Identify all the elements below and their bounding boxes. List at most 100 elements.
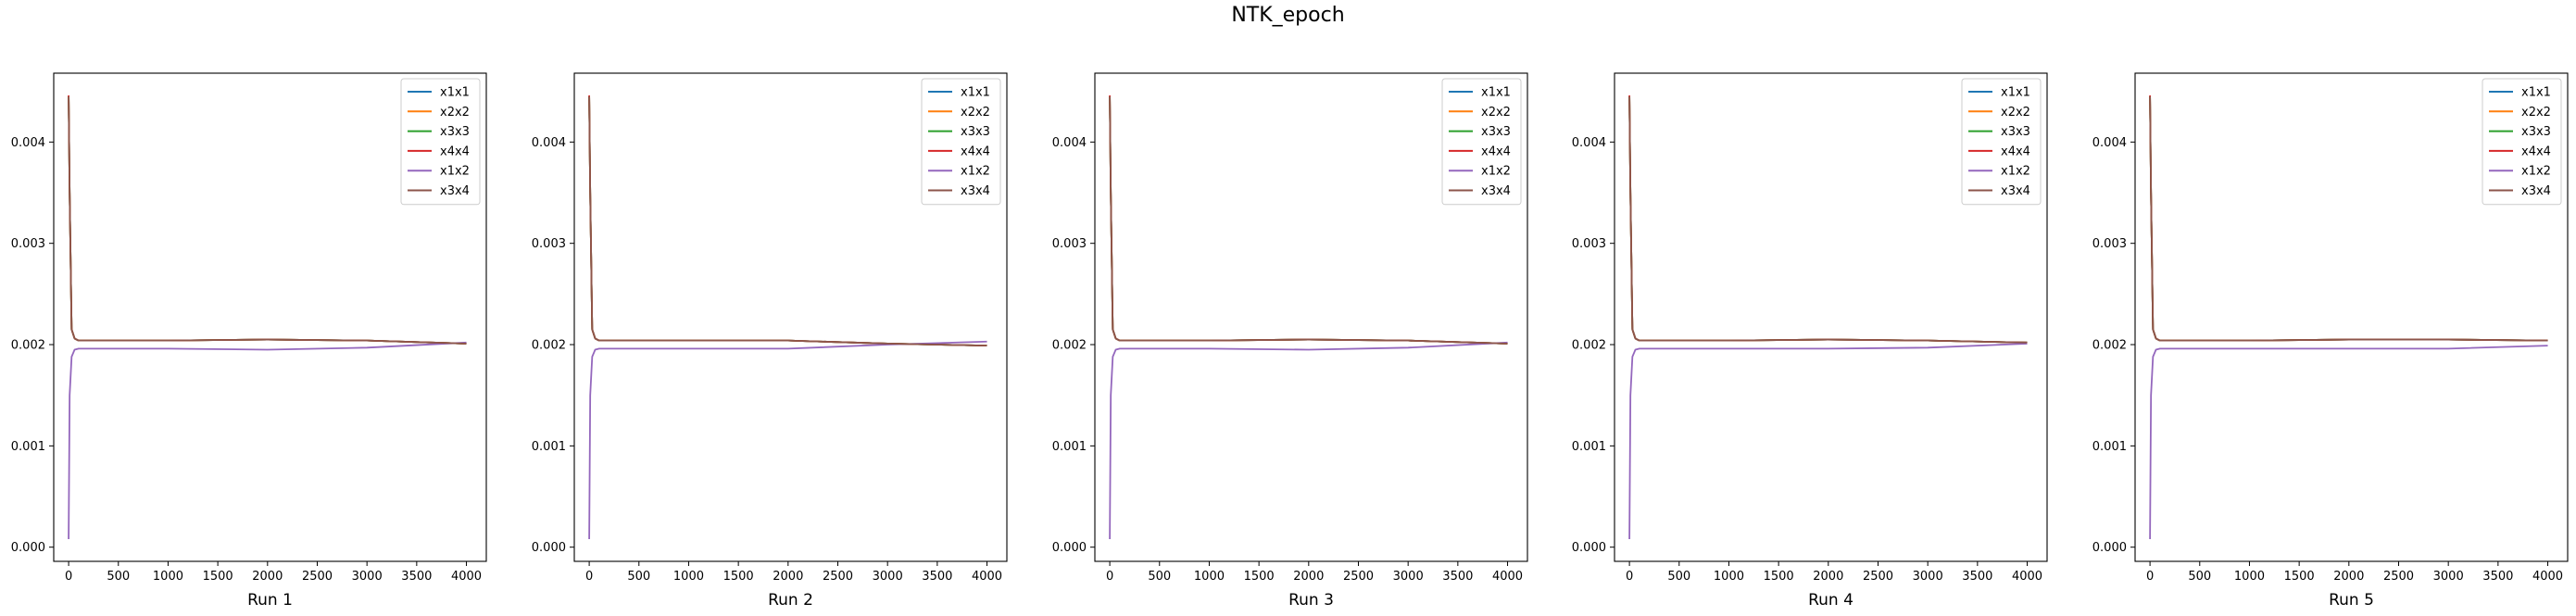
series-line-x1x2	[1628, 343, 2028, 539]
x-tick-label: 2000	[2333, 570, 2364, 584]
y-tick-label: 0.001	[1052, 440, 1087, 454]
x-axis-label: Run 2	[768, 591, 813, 610]
x-tick-label: 500	[627, 570, 650, 584]
legend-label-x3x4: x3x4	[2001, 184, 2030, 198]
x-tick-label: 500	[107, 570, 130, 584]
series-line-x1x2	[68, 341, 467, 539]
x-tick-label: 3500	[1442, 570, 1473, 584]
y-tick-label: 0.000	[1052, 541, 1087, 555]
legend-label-x4x4: x4x4	[961, 145, 990, 158]
legend-label-x2x2: x2x2	[2521, 106, 2551, 119]
legend-label-x1x1: x1x1	[2521, 86, 2551, 100]
subplot-3: 0 500 1000 1500 2000 2500 3000 3500 4000 0.000 0.0…	[1052, 72, 1528, 610]
x-tick-label: 1500	[1244, 570, 1275, 584]
legend-label-x1x2: x1x2	[2001, 165, 2030, 179]
legend-label-x1x1: x1x1	[440, 86, 470, 100]
legend-label-x4x4: x4x4	[1481, 145, 1511, 158]
y-tick-label: 0.003	[1052, 237, 1087, 251]
legend-box	[1441, 78, 1522, 206]
y-tick-label: 0.002	[1052, 339, 1087, 353]
legend-label-x3x4: x3x4	[440, 184, 470, 198]
subplot-5: 0 500 1000 1500 2000 2500 3000 3500 4000 0.000 0.0…	[2092, 72, 2569, 610]
y-tick-label: 0.001	[11, 440, 45, 454]
x-tick-label: 0	[1626, 570, 1633, 584]
x-tick-label: 2500	[2383, 570, 2414, 584]
x-tick-label: 500	[1148, 570, 1171, 584]
y-tick-label: 0.002	[1572, 339, 1606, 353]
y-tick-label: 0.000	[2092, 541, 2127, 555]
legend-label-x3x3: x3x3	[2521, 125, 2551, 139]
x-tick-label: 3000	[1393, 570, 1424, 584]
series-line-x1x2	[2149, 345, 2548, 539]
x-tick-label: 4000	[2012, 570, 2042, 584]
x-tick-label: 3500	[1962, 570, 1992, 584]
x-tick-label: 1000	[1714, 570, 1744, 584]
series-line-x1x2	[588, 340, 987, 539]
legend-label-x3x3: x3x3	[1481, 125, 1511, 139]
x-axis-label: Run 5	[2329, 591, 2374, 610]
y-tick-label: 0.004	[2092, 136, 2127, 150]
axes-frame	[1094, 72, 1528, 562]
x-tick-label: 0	[65, 570, 72, 584]
series-line-x3x4	[68, 96, 467, 345]
legend: x1x1 x2x2 x3x3 x4x4 x1x2 x3x4	[2482, 78, 2562, 206]
x-tick-label: 3000	[2433, 570, 2464, 584]
x-tick-label: 4000	[2532, 570, 2563, 584]
x-tick-label: 2500	[1863, 570, 1893, 584]
axes-frame	[53, 72, 487, 562]
x-tick-label: 1500	[723, 570, 754, 584]
legend-label-x1x2: x1x2	[961, 165, 990, 179]
legend-label-x3x3: x3x3	[440, 125, 470, 139]
y-tick-label: 0.000	[11, 541, 45, 555]
series-line-x3x4	[588, 96, 987, 347]
legend-label-x1x2: x1x2	[2521, 165, 2551, 179]
figure-title: NTK_epoch	[1231, 4, 1345, 27]
legend-label-x1x1: x1x1	[1481, 86, 1511, 100]
subplot-2: 0 500 1000 1500 2000 2500 3000 3500 4000 0.000 0.0…	[532, 72, 1008, 610]
y-tick-label: 0.003	[1572, 237, 1606, 251]
legend: x1x1 x2x2 x3x3 x4x4 x1x2 x3x4	[921, 78, 1001, 206]
x-tick-label: 1500	[1764, 570, 1794, 584]
legend-label-x4x4: x4x4	[440, 145, 470, 158]
legend-label-x4x4: x4x4	[2001, 145, 2030, 158]
legend-label-x3x3: x3x3	[2001, 125, 2030, 139]
subplot-4: 0 500 1000 1500 2000 2500 3000 3500 4000 0.000 0.0…	[1572, 72, 2048, 610]
legend-box	[921, 78, 1001, 206]
x-tick-label: 500	[1667, 570, 1690, 584]
legend-box	[1961, 78, 2042, 206]
legend: x1x1 x2x2 x3x3 x4x4 x1x2 x3x4	[1441, 78, 1522, 206]
x-tick-label: 3500	[2482, 570, 2513, 584]
x-tick-label: 1000	[2234, 570, 2265, 584]
x-tick-label: 1000	[153, 570, 183, 584]
axes-frame	[2134, 72, 2569, 562]
legend-label-x1x1: x1x1	[2001, 86, 2030, 100]
x-tick-label: 2500	[1343, 570, 1374, 584]
x-tick-label: 4000	[451, 570, 482, 584]
y-tick-label: 0.003	[2092, 237, 2127, 251]
series-line-x3x4	[1109, 96, 1508, 345]
legend-label-x4x4: x4x4	[2521, 145, 2551, 158]
x-tick-label: 2500	[823, 570, 853, 584]
y-tick-label: 0.002	[532, 339, 566, 353]
legend-label-x2x2: x2x2	[440, 106, 470, 119]
legend-label-x2x2: x2x2	[1481, 106, 1511, 119]
y-tick-label: 0.004	[532, 136, 566, 150]
x-tick-label: 4000	[972, 570, 1002, 584]
y-tick-label: 0.001	[532, 440, 566, 454]
x-tick-label: 3500	[401, 570, 432, 584]
series-line-x1x2	[1109, 341, 1508, 539]
legend: x1x1 x2x2 x3x3 x4x4 x1x2 x3x4	[1961, 78, 2042, 206]
y-tick-label: 0.000	[1572, 541, 1606, 555]
x-tick-label: 500	[2188, 570, 2211, 584]
y-tick-label: 0.001	[2092, 440, 2127, 454]
x-tick-label: 1500	[203, 570, 233, 584]
x-tick-label: 1000	[673, 570, 704, 584]
x-tick-label: 1500	[2284, 570, 2315, 584]
x-tick-label: 2000	[1813, 570, 1843, 584]
legend-label-x3x4: x3x4	[1481, 184, 1511, 198]
x-axis-label: Run 1	[247, 591, 293, 610]
axes-frame	[573, 72, 1008, 562]
legend-label-x1x1: x1x1	[961, 86, 990, 100]
legend-label-x2x2: x2x2	[2001, 106, 2030, 119]
